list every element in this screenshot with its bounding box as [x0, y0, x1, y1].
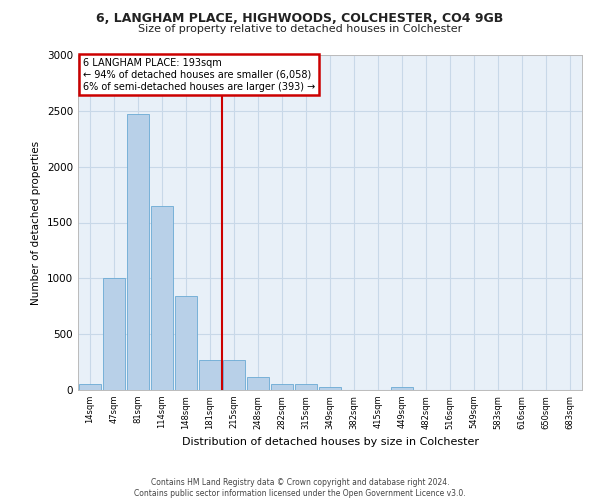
Bar — [127, 114, 149, 390]
Y-axis label: Number of detached properties: Number of detached properties — [31, 140, 41, 304]
Bar — [247, 376, 269, 390]
Text: Contains HM Land Registry data © Crown copyright and database right 2024.
Contai: Contains HM Land Registry data © Crown c… — [134, 478, 466, 498]
Bar — [223, 360, 245, 390]
Bar — [391, 386, 413, 390]
Bar — [103, 278, 125, 390]
Bar — [79, 384, 101, 390]
Bar — [295, 384, 317, 390]
Text: 6 LANGHAM PLACE: 193sqm
← 94% of detached houses are smaller (6,058)
6% of semi-: 6 LANGHAM PLACE: 193sqm ← 94% of detache… — [83, 58, 315, 92]
Bar — [151, 206, 173, 390]
X-axis label: Distribution of detached houses by size in Colchester: Distribution of detached houses by size … — [182, 437, 479, 447]
Text: 6, LANGHAM PLACE, HIGHWOODS, COLCHESTER, CO4 9GB: 6, LANGHAM PLACE, HIGHWOODS, COLCHESTER,… — [97, 12, 503, 26]
Bar — [271, 384, 293, 390]
Bar — [319, 386, 341, 390]
Bar — [175, 296, 197, 390]
Text: Size of property relative to detached houses in Colchester: Size of property relative to detached ho… — [138, 24, 462, 34]
Bar — [199, 360, 221, 390]
